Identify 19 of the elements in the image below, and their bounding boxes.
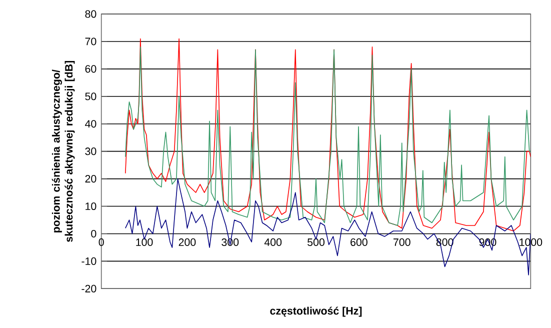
y-tick-label: 60 [85, 65, 96, 73]
y-tick-label: 70 [85, 38, 96, 46]
y-tick-label: 0 [91, 230, 96, 238]
x-tick-label: 100 [136, 238, 153, 246]
y-tick-label: 40 [85, 120, 96, 128]
y-tick-label: -10 [82, 257, 96, 265]
y-axis-title: poziom ciśnienia akustycznego/ skuteczność aktywnej redukcji [dB] [52, 60, 75, 242]
y-tick-label: -20 [82, 284, 96, 292]
y-tick-label: 50 [85, 92, 96, 100]
y-tick-label: 80 [85, 10, 96, 18]
x-axis-title: częstotliwość [Hz] [270, 306, 362, 317]
y-tick-label: 30 [85, 148, 96, 156]
x-tick-label: 600 [350, 238, 368, 246]
y-tick-label: 20 [85, 175, 96, 183]
x-tick-label: 200 [178, 238, 196, 246]
x-tick-label: 400 [264, 238, 282, 246]
x-tick-label: 500 [308, 238, 324, 246]
y-tick-label: 10 [86, 202, 96, 210]
x-tick-label: 700 [394, 238, 410, 246]
